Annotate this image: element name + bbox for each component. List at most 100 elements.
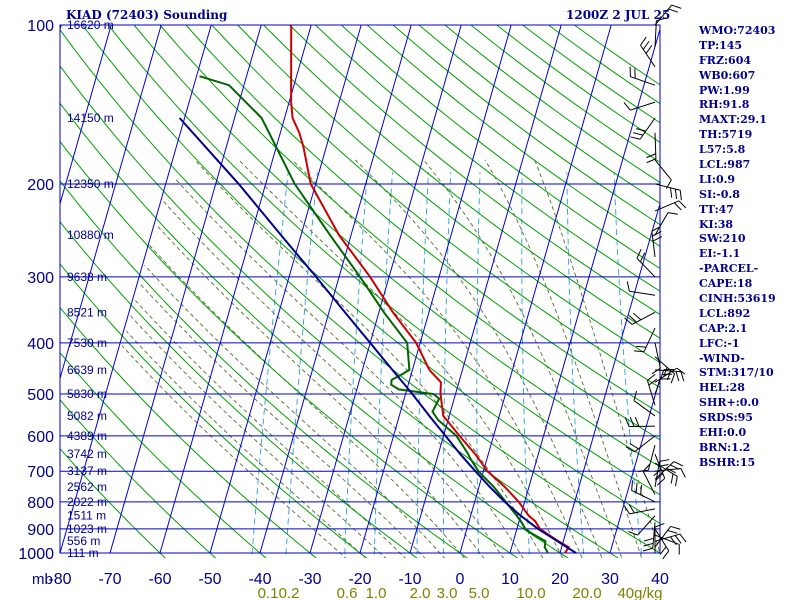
wind-barb-staff	[654, 367, 678, 383]
index-item: SI:-0.8	[699, 187, 740, 201]
mixing-ratio-label: 0.2	[279, 585, 300, 600]
height-label: 1511 m	[67, 509, 106, 523]
dry-adiabat	[237, 24, 660, 364]
mixing-ratio-label: 40g/kg	[617, 585, 662, 600]
wind-barb-staff	[654, 356, 675, 375]
index-item: STM:317/10	[699, 366, 774, 380]
pressure-tick-label: 700	[27, 464, 54, 481]
temperature-tick-label: 40	[651, 571, 669, 588]
temperature-line	[290, 24, 571, 554]
height-label: 2562 m	[67, 480, 107, 494]
pressure-tick-label: 100	[27, 18, 54, 35]
wind-barb-flag	[678, 200, 687, 209]
wind-barb-flag	[675, 371, 680, 382]
isotherm-line	[109, 24, 262, 554]
mixing-ratio-label: 0.6	[337, 585, 358, 600]
isotherm-line	[609, 378, 661, 554]
wind-barb-flag	[680, 468, 686, 478]
wind-barb-flag	[646, 153, 656, 159]
wind-barb-staff	[654, 20, 657, 47]
pressure-tick-label: 1000	[18, 546, 54, 563]
wind-barb-flag	[645, 45, 653, 54]
wind-barb-staff	[654, 4, 673, 26]
wind-barb-staff	[636, 257, 656, 278]
index-item: EHI:0.0	[699, 426, 747, 440]
temperature-tick-label: -40	[248, 571, 271, 588]
mixing-ratio-line	[442, 172, 452, 558]
sounding-series	[178, 24, 577, 554]
wind-barb-flag	[665, 179, 672, 189]
index-item: L57:5.8	[699, 143, 746, 157]
mixing-ratio-label: 2.0	[410, 585, 431, 600]
wind-barb-flag	[638, 469, 649, 472]
isotherm-line	[559, 203, 661, 554]
dry-adiabat	[366, 24, 660, 247]
isotherm-line	[59, 24, 162, 379]
index-item: MAXT:29.1	[699, 113, 767, 127]
index-item: RH:91.8	[699, 98, 750, 112]
dry-adiabat	[211, 24, 660, 389]
plot-frame	[59, 24, 661, 554]
wind-barb-staff	[654, 454, 666, 479]
wind-barb-flag	[623, 505, 630, 515]
wind-barb-flag	[674, 535, 682, 544]
wind-barb-staff	[630, 76, 656, 86]
dry-adiabat	[60, 263, 368, 558]
temperature-tick-label: -60	[148, 571, 171, 588]
wind-barb-staff	[652, 522, 656, 549]
isotherm-line	[159, 24, 312, 554]
wind-barb-flag	[680, 371, 685, 382]
wind-barb-flag	[631, 480, 634, 491]
moist-adiabat	[291, 159, 583, 558]
height-label: 8521 m	[67, 305, 107, 319]
wind-barb-flag	[643, 542, 654, 547]
wind-barb-staff	[651, 231, 656, 258]
index-item: PW:1.99	[699, 83, 750, 97]
index-item: KI:38	[699, 217, 734, 231]
wind-barb-staff	[646, 380, 656, 406]
dry-adiabat	[60, 448, 166, 558]
mixing-ratio-line	[521, 172, 530, 558]
pressure-tick-label: 500	[27, 387, 54, 404]
wind-barb-flag	[628, 504, 635, 514]
index-item: TH:5719	[699, 128, 753, 142]
wind-barb-flag	[623, 102, 631, 111]
wind-barb-flag	[635, 482, 638, 493]
dry-adiabat	[60, 221, 418, 558]
wind-barb-staff	[643, 327, 656, 352]
moist-adiabat	[194, 159, 544, 558]
height-label: 111 m	[67, 546, 99, 560]
wind-barb-staff	[654, 132, 657, 159]
wind-barb-flag	[670, 187, 673, 198]
moist-adiabat	[156, 225, 485, 558]
wind-barb-flag	[654, 522, 665, 528]
mixing-ratio-line	[566, 172, 585, 558]
moist-adiabat	[148, 243, 465, 558]
dry-adiabat	[82, 24, 660, 525]
wind-barb-staff	[642, 471, 656, 495]
index-item: FRZ:604	[699, 53, 752, 67]
index-item: LFC:-1	[699, 336, 740, 350]
dry-adiabat	[60, 28, 660, 554]
wind-barb-flag	[666, 370, 672, 381]
isotherm-line	[459, 24, 612, 554]
pressure-tick-label: 800	[27, 495, 54, 512]
wind-barb-flag	[653, 468, 662, 477]
pressure-axis-label: mb	[32, 571, 53, 588]
temperature-tick-label: 0	[456, 571, 465, 588]
dry-adiabat	[60, 140, 519, 558]
wind-barb-flag	[667, 529, 678, 534]
temperature-tick-label: -70	[98, 571, 121, 588]
mixing-ratio-line	[613, 172, 643, 558]
dry-adiabat	[107, 24, 660, 496]
index-item: CAPE:18	[699, 277, 753, 291]
wind-barb-staff	[631, 311, 656, 325]
wind-barb-staff	[631, 489, 656, 503]
isotherm-line	[209, 24, 362, 554]
height-label: 10880 m	[67, 228, 114, 242]
pressure-tick-label: 200	[27, 177, 54, 194]
pressure-tick-label: 400	[27, 336, 54, 353]
dry-adiabat	[60, 306, 317, 558]
wind-barb-staff	[654, 534, 680, 545]
